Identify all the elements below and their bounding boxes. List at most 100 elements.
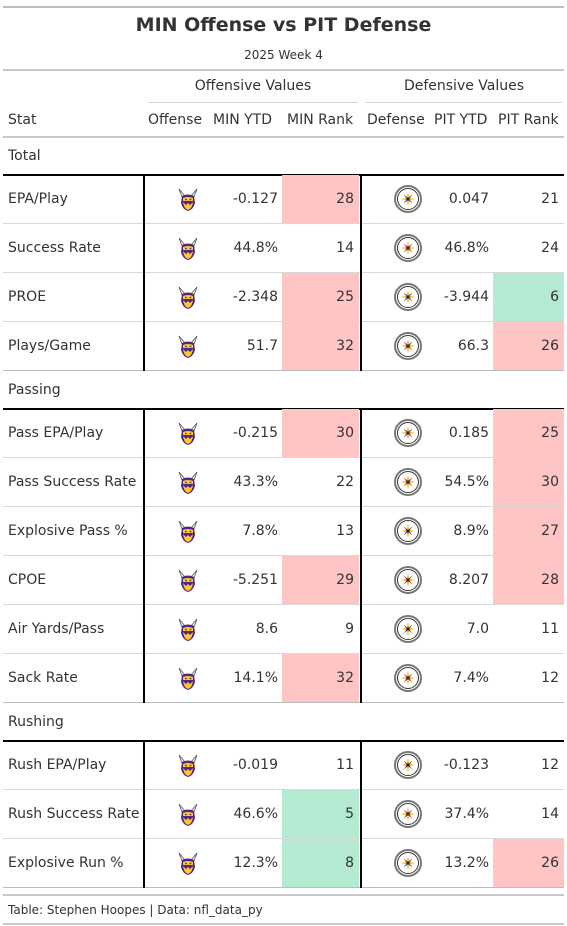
table-footer: Table: Stephen Hoopes | Data: nfl_data_p… [8, 903, 263, 917]
defense-divider [360, 175, 362, 371]
steelers-logo-icon [393, 565, 423, 595]
col-header-pit-ytd: PIT YTD [434, 112, 488, 128]
vikings-logo-icon [173, 516, 203, 546]
vikings-logo-icon [173, 467, 203, 497]
stat-label: EPA/Play [8, 191, 68, 207]
column-header-rule [3, 136, 564, 138]
min-rank-value: 13 [336, 523, 354, 539]
table-row: Pass Success Rate 43.3% 22 54.5% 30 [3, 458, 564, 507]
table-row: Explosive Pass % 7.8% 13 8.9% 27 [3, 507, 564, 556]
steelers-logo-icon [393, 282, 423, 312]
stat-label: Plays/Game [8, 338, 91, 354]
stat-label: PROE [8, 289, 47, 305]
table-row: EPA/Play -0.127 28 0.047 21 [3, 175, 564, 224]
pit-rank-value: 14 [541, 806, 559, 822]
min-rank-value: 22 [336, 474, 354, 490]
pit-ytd-value: -3.944 [443, 289, 489, 305]
min-rank-value: 11 [336, 757, 354, 773]
spanner-offensive-rule [148, 102, 358, 103]
offense-divider [143, 175, 145, 371]
stat-label: Sack Rate [8, 670, 78, 686]
table-row: Pass EPA/Play -0.215 30 0.185 25 [3, 409, 564, 458]
vikings-logo-icon [173, 331, 203, 361]
col-header-stat: Stat [8, 112, 37, 128]
stat-label: CPOE [8, 572, 47, 588]
steelers-logo-icon [393, 848, 423, 878]
steelers-logo-icon [393, 184, 423, 214]
spanner-defensive: Defensive Values [403, 78, 525, 94]
min-rank-value: 14 [336, 240, 354, 256]
steelers-logo-icon [393, 418, 423, 448]
min-rank-value: 5 [282, 790, 359, 838]
min-rank-value: 32 [282, 322, 359, 370]
min-ytd-value: 43.3% [233, 474, 278, 490]
steelers-logo-icon [393, 516, 423, 546]
stat-label: Rush Success Rate [8, 806, 140, 822]
pit-rank-value: 11 [541, 621, 559, 637]
vikings-logo-icon [173, 184, 203, 214]
min-ytd-value: 8.6 [255, 621, 278, 637]
col-header-min-ytd: MIN YTD [213, 112, 273, 128]
min-ytd-value: -0.215 [232, 425, 278, 441]
vikings-logo-icon [173, 233, 203, 263]
steelers-logo-icon [393, 614, 423, 644]
pit-ytd-value: 8.9% [453, 523, 489, 539]
table-row: CPOE -5.251 29 8.207 28 [3, 556, 564, 605]
pit-rank-value: 6 [493, 273, 564, 321]
min-rank-value: 8 [282, 839, 359, 887]
stat-label: Rush EPA/Play [8, 757, 107, 773]
min-rank-value: 28 [282, 175, 359, 223]
pit-ytd-value: 13.2% [444, 855, 489, 871]
table-row: Explosive Run % 12.3% 8 13.2% 26 [3, 839, 564, 888]
stat-label: Pass Success Rate [8, 474, 137, 490]
col-header-offense: Offense [148, 112, 203, 128]
defense-divider [360, 741, 362, 888]
vikings-logo-icon [173, 282, 203, 312]
pit-ytd-value: 0.047 [448, 191, 489, 207]
vikings-logo-icon [173, 848, 203, 878]
top-rule [3, 6, 564, 8]
spanner-defensive-rule [366, 102, 562, 103]
pit-ytd-value: 37.4% [444, 806, 489, 822]
pit-ytd-value: -0.123 [443, 757, 489, 773]
min-rank-value: 9 [345, 621, 354, 637]
pit-rank-value: 24 [541, 240, 559, 256]
vikings-logo-icon [173, 799, 203, 829]
table-row: Sack Rate 14.1% 32 7.4% 12 [3, 654, 564, 703]
pit-ytd-value: 7.0 [466, 621, 489, 637]
col-header-min-rank: MIN Rank [287, 112, 354, 128]
footer-rule [3, 923, 564, 925]
min-ytd-value: 44.8% [233, 240, 278, 256]
group-label-passing: Passing [8, 382, 61, 398]
pit-rank-value: 27 [493, 507, 564, 555]
min-ytd-value: -0.127 [232, 191, 278, 207]
stat-label: Explosive Run % [8, 855, 124, 871]
bottom-rule [3, 894, 564, 896]
group-label-total: Total [8, 148, 41, 164]
table-title: MIN Offense vs PIT Defense [135, 14, 432, 36]
pit-rank-value: 12 [541, 670, 559, 686]
steelers-logo-icon [393, 467, 423, 497]
header-rule [3, 69, 564, 71]
vikings-logo-icon [173, 418, 203, 448]
offense-divider [143, 409, 145, 703]
min-rank-value: 30 [282, 409, 359, 457]
stat-label: Explosive Pass % [8, 523, 128, 539]
pit-ytd-value: 46.8% [444, 240, 489, 256]
spanner-offensive: Offensive Values [194, 78, 312, 94]
table-row: Plays/Game 51.7 32 66.3 26 [3, 322, 564, 371]
min-ytd-value: -2.348 [232, 289, 278, 305]
vikings-logo-icon [173, 750, 203, 780]
min-ytd-value: 12.3% [233, 855, 278, 871]
min-rank-value: 32 [282, 654, 359, 702]
pit-ytd-value: 0.185 [448, 425, 489, 441]
table-row: Rush EPA/Play -0.019 11 -0.123 12 [3, 741, 564, 790]
min-ytd-value: -0.019 [232, 757, 278, 773]
min-ytd-value: -5.251 [232, 572, 278, 588]
min-rank-value: 29 [282, 556, 359, 604]
pit-rank-value: 21 [541, 191, 559, 207]
group-label-rushing: Rushing [8, 714, 64, 730]
stat-label: Air Yards/Pass [8, 621, 105, 637]
defense-divider [360, 409, 362, 703]
